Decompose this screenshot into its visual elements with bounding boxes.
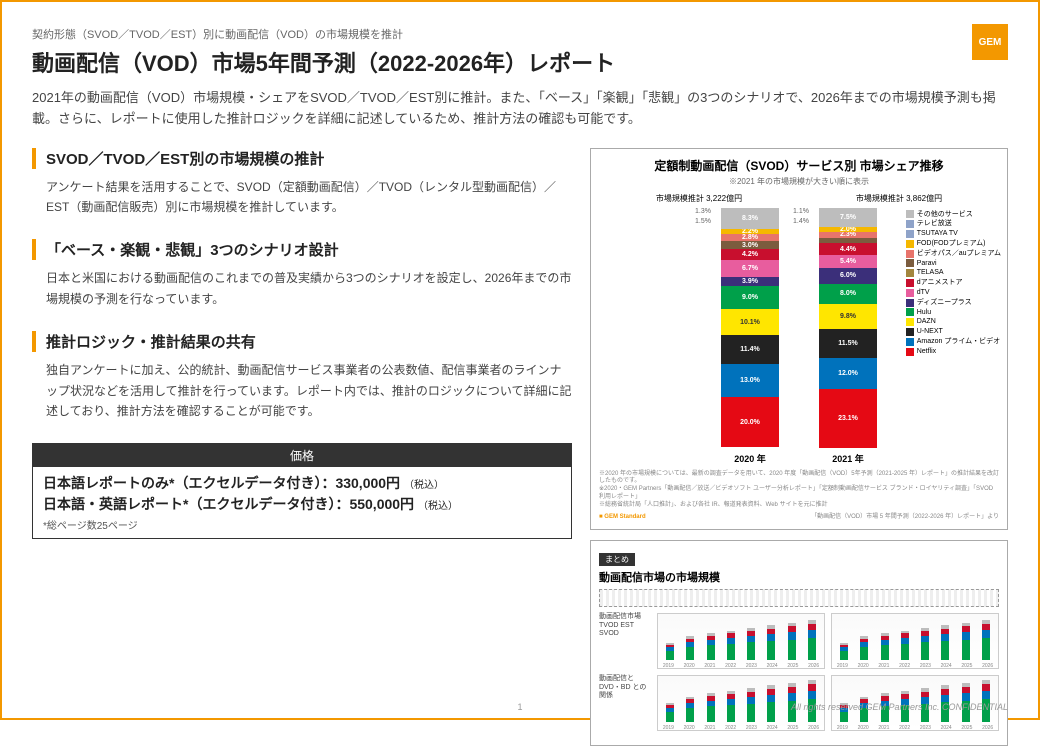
bar-segment: 4.4% <box>819 243 877 254</box>
mini-bar <box>808 620 816 660</box>
year-b-label: 2021 年 <box>819 452 877 465</box>
section-heading: 推計ロジック・推計結果の共有 <box>32 331 572 352</box>
mini-bar <box>941 625 949 660</box>
price-box: 価格 日本語レポートのみ*（エクセルデータ付き）：330,000円 （税込） 日… <box>32 443 572 539</box>
chart1-right-total: 市場規模推計 3,862億円 <box>856 193 942 204</box>
section-heading: SVOD／TVOD／EST別の市場規模の推計 <box>32 148 572 169</box>
mini-label-2: 動画配信と DVD・BD との関係 <box>599 675 649 700</box>
mini-bar <box>666 643 674 661</box>
logo: GEM <box>972 24 1008 60</box>
mini-bar <box>982 620 990 660</box>
mini-bar <box>727 630 735 660</box>
chart1-sub: ※2021 年の市場規模が大きい順に表示 <box>599 176 999 187</box>
bar-segment: 12.0% <box>819 358 877 389</box>
bar-segment: 23.1% <box>819 389 877 448</box>
price-row-2: 日本語・英語レポート*（エクセルデータ付き）：550,000円 （税込） <box>43 494 561 515</box>
bar-segment: 9.0% <box>721 286 779 309</box>
year-a-label: 2020 年 <box>721 452 779 465</box>
mini-bar <box>962 623 970 661</box>
section-body: 独自アンケートに加え、公的統計、動画配信サービス事業者の公表数値、配信事業者のラ… <box>32 360 572 421</box>
mini-bar <box>881 633 889 660</box>
footer-confidential: All rights reserved GEM Partners Inc. CO… <box>791 702 1008 712</box>
chart-market-summary: まとめ 動画配信市場の市場規模 動画配信市場 TVOD EST SVOD 201… <box>590 540 1008 746</box>
legend-item: Paravi <box>906 259 1001 269</box>
chart2-tag: まとめ <box>599 553 635 566</box>
mini-bar <box>707 633 715 660</box>
price-row-1: 日本語レポートのみ*（エクセルデータ付き）：330,000円 （税込） <box>43 473 561 494</box>
legend-item: Netflix <box>906 347 1001 357</box>
legend-item: TSUTAYA TV <box>906 229 1001 239</box>
bar-segment: 6.7% <box>721 260 779 277</box>
mini-chart: 20192020202120222023202420252026 <box>657 613 825 669</box>
left-column: SVOD／TVOD／EST別の市場規模の推計アンケート結果を活用することで、SV… <box>32 148 572 746</box>
right-column: 定額制動画配信（SVOD）サービス別 市場シェア推移 ※2021 年の市場規模が… <box>590 148 1008 746</box>
bar-segment: 7.5% <box>819 208 877 227</box>
bar-segment: 13.0% <box>721 364 779 397</box>
bar-segment: 20.0% <box>721 397 779 448</box>
legend-item: ディズニープラス <box>906 298 1001 308</box>
section-body: アンケート結果を活用することで、SVOD（定額動画配信）／TVOD（レンタル型動… <box>32 177 572 218</box>
stacked-bar-2020: 8.3%2.2%2.8%3.0%4.2%6.7%3.9%9.0%10.1%11.… <box>721 208 779 448</box>
bar-segment: 4.2% <box>721 249 779 260</box>
price-head: 価格 <box>33 444 571 467</box>
page-title: 動画配信（VOD）市場5年間予測（2022-2026年）レポート <box>32 46 1008 78</box>
chart2-title: 動画配信市場の市場規模 <box>599 569 999 585</box>
bar-segment: 9.8% <box>819 304 877 329</box>
legend-item: ビデオパス／auプレミアム <box>906 249 1001 259</box>
bar-segment: 11.5% <box>819 329 877 358</box>
mini-bar <box>788 623 796 661</box>
section-heading: 「ベース・楽観・悲観」3つのシナリオ設計 <box>32 239 572 260</box>
mini-bar <box>901 630 909 660</box>
mini-label-1: 動画配信市場 TVOD EST SVOD <box>599 613 649 638</box>
legend-item: FOD(FODプレミアム) <box>906 239 1001 249</box>
mini-chart: 20192020202120222023202420252026 <box>831 613 999 669</box>
mini-bar <box>686 636 694 660</box>
section-body: 日本と米国における動画配信のこれまでの普及実績から3つのシナリオを設定し、202… <box>32 268 572 309</box>
bar-segment: 5.4% <box>819 255 877 269</box>
legend-item: テレビ放送 <box>906 219 1001 229</box>
chart1-legend: その他のサービステレビ放送TSUTAYA TVFOD(FODプレミアム)ビデオパ… <box>906 210 1001 357</box>
bar-segment: 3.0% <box>721 241 779 249</box>
bar-segment: 3.9% <box>721 277 779 287</box>
bar-segment: 2.8% <box>721 234 779 241</box>
mini-bar <box>747 628 755 661</box>
legend-item: その他のサービス <box>906 210 1001 220</box>
legend-item: TELASA <box>906 268 1001 278</box>
bar-segment: 8.0% <box>819 284 877 304</box>
price-note: *総ページ数25ページ <box>43 517 561 532</box>
legend-item: Hulu <box>906 308 1001 318</box>
legend-item: dTV <box>906 288 1001 298</box>
bar-segment: 8.3% <box>721 208 779 229</box>
chart2-placeholder <box>599 589 999 607</box>
mini-bar <box>840 643 848 661</box>
subtitle: 契約形態（SVOD／TVOD／EST）別に動画配信（VOD）の市場規模を推計 <box>32 26 1008 42</box>
chart1-left-total: 市場規模推計 3,222億円 <box>656 193 742 204</box>
legend-item: Amazon プライム・ビデオ <box>906 337 1001 347</box>
legend-item: dアニメストア <box>906 278 1001 288</box>
chart-svod-share: 定額制動画配信（SVOD）サービス別 市場シェア推移 ※2021 年の市場規模が… <box>590 148 1008 531</box>
bar-segment: 10.1% <box>721 309 779 335</box>
mini-bar <box>767 625 775 660</box>
bar-segment: 6.0% <box>819 268 877 283</box>
mini-bar <box>921 628 929 661</box>
legend-item: U-NEXT <box>906 327 1001 337</box>
mini-bar <box>860 636 868 660</box>
chart1-title: 定額制動画配信（SVOD）サービス別 市場シェア推移 <box>599 157 999 174</box>
legend-item: DAZN <box>906 317 1001 327</box>
intro-text: 2021年の動画配信（VOD）市場規模・シェアをSVOD／TVOD／EST別に推… <box>32 88 1008 130</box>
stacked-bar-2021: 7.5%2.0%2.3%4.4%5.4%6.0%8.0%9.8%11.5%12.… <box>819 208 877 448</box>
bar-segment: 11.4% <box>721 335 779 364</box>
